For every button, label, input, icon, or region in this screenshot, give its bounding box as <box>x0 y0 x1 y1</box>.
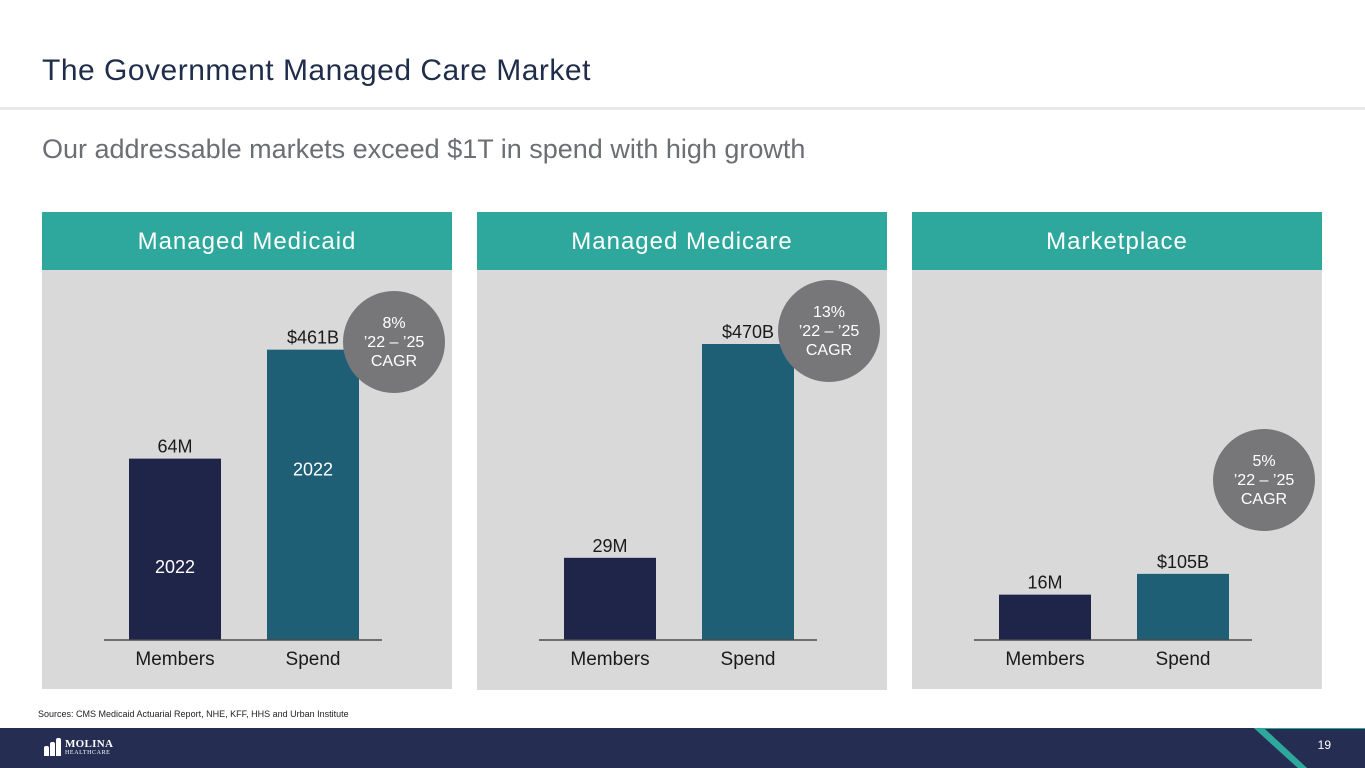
members-bar <box>564 557 656 640</box>
title-divider <box>0 107 1365 110</box>
cagr-label: CAGR <box>1241 491 1287 508</box>
slide-subtitle: Our addressable markets exceed $1T in sp… <box>42 134 806 164</box>
cagr-rate: 13% <box>813 304 845 321</box>
spend-bar <box>702 344 794 640</box>
cagr-badge-circle <box>343 291 445 393</box>
panel-managed-medicaid: Managed Medicaid 64M 2022 Members $461B 2022… <box>42 212 452 689</box>
members-bar <box>129 458 221 640</box>
bar-chart-svg: 64M 2022 Members $461B 2022 Spend 8% ’22 – ’25 C… <box>104 291 445 670</box>
logo-sub: HEALTHCARE <box>65 749 111 756</box>
spend-bar <box>1137 573 1229 640</box>
spend-value-label: $105B <box>1157 552 1209 572</box>
cagr-badge-circle <box>778 280 880 382</box>
panel-title: Managed Medicaid <box>42 212 452 270</box>
chart-managed-medicaid: 64M 2022 Members $461B 2022 Spend 8% ’22 – ’25 C… <box>42 270 452 689</box>
cagr-period: ’22 – ’25 <box>364 334 425 351</box>
panel-marketplace: Marketplace 16M Members $105B Spend 5% ’22 – … <box>912 212 1322 689</box>
spend-axis-label: Spend <box>721 649 776 670</box>
panel-title: Marketplace <box>912 212 1322 270</box>
members-value-label: 16M <box>1027 573 1062 593</box>
footer-bar: MOLINA HEALTHCARE 19 <box>0 728 1365 768</box>
spend-bar <box>267 349 359 640</box>
bar-year-label: 2022 <box>155 557 195 577</box>
cagr-label: CAGR <box>806 342 852 359</box>
logo-name: MOLINA <box>65 737 114 750</box>
chart-managed-medicare: 29M Members $470B Spend 13% ’22 – ’25 CAGR <box>477 270 887 689</box>
cagr-badge-circle <box>1213 429 1315 531</box>
bar-year-label: 2022 <box>293 460 333 480</box>
members-value-label: 29M <box>592 536 627 556</box>
sources-note: Sources: CMS Medicaid Actuarial Report, … <box>38 709 349 719</box>
people-icon <box>44 738 61 756</box>
spend-axis-label: Spend <box>286 649 341 670</box>
members-value-label: 64M <box>157 437 192 457</box>
bar-chart-svg: 16M Members $105B Spend 5% ’22 – ’25 CAGR <box>974 429 1315 670</box>
spend-axis-label: Spend <box>1156 649 1211 670</box>
cagr-badge: 5% ’22 – ’25 CAGR <box>1213 429 1315 531</box>
slide-title: The Government Managed Care Market <box>42 54 591 87</box>
members-bar <box>999 594 1091 640</box>
page-number: 19 <box>1317 738 1331 752</box>
cagr-badge: 8% ’22 – ’25 CAGR <box>343 291 445 393</box>
cagr-badge: 13% ’22 – ’25 CAGR <box>778 280 880 382</box>
chart-marketplace: 16M Members $105B Spend 5% ’22 – ’25 CAGR <box>912 270 1322 689</box>
molina-logo: MOLINA HEALTHCARE <box>44 738 113 756</box>
members-axis-label: Members <box>1005 649 1084 670</box>
members-axis-label: Members <box>135 649 214 670</box>
bar-chart-svg: 29M Members $470B Spend 13% ’22 – ’25 CAGR <box>539 280 880 670</box>
spend-value-label: $461B <box>287 328 339 348</box>
cagr-rate: 5% <box>1252 453 1275 470</box>
members-axis-label: Members <box>570 649 649 670</box>
panel-title: Managed Medicare <box>477 212 887 270</box>
cagr-period: ’22 – ’25 <box>799 323 860 340</box>
panel-managed-medicare: Managed Medicare 29M Members $470B Spend 13%… <box>477 212 887 690</box>
cagr-period: ’22 – ’25 <box>1234 472 1295 489</box>
spend-value-label: $470B <box>722 322 774 342</box>
cagr-label: CAGR <box>371 353 417 370</box>
cagr-rate: 8% <box>382 315 405 332</box>
